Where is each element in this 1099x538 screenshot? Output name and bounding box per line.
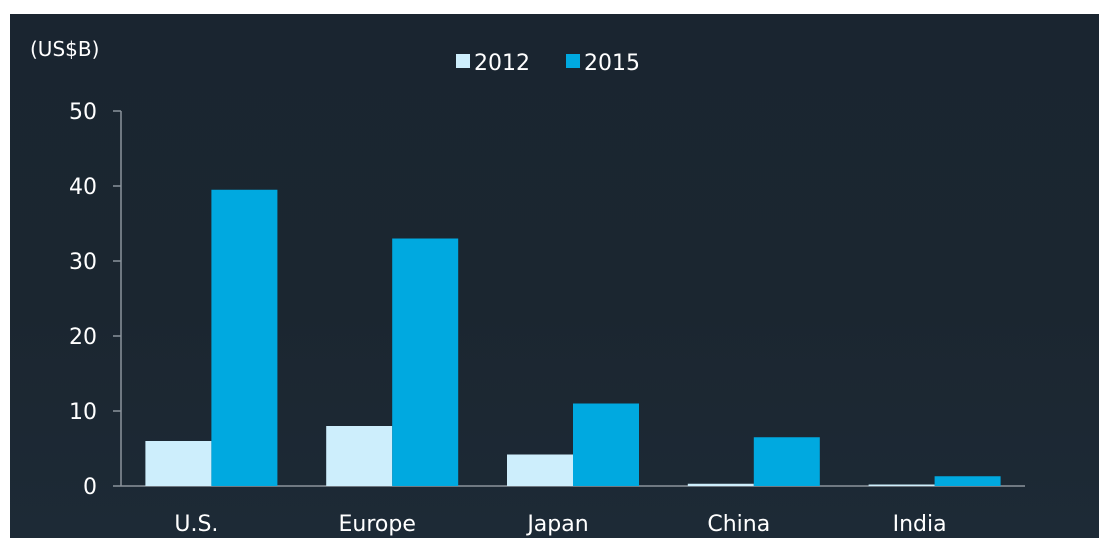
y-tick-label: 30 — [69, 250, 97, 275]
y-axis: 0 10 20 30 40 50 — [69, 100, 122, 500]
legend: 2012 2015 — [456, 51, 640, 76]
y-tick-label: 20 — [69, 325, 97, 350]
bar-india-2012 — [868, 484, 935, 486]
bar-japan-2012 — [507, 454, 573, 486]
bar-japan-2015 — [573, 403, 639, 486]
y-tick-label: 40 — [69, 175, 97, 200]
bar-china-2015 — [753, 437, 820, 486]
bar-india-2015 — [934, 476, 1001, 486]
y-tick-label: 10 — [69, 400, 97, 425]
legend-label-2012: 2012 — [474, 51, 530, 76]
x-category-label: Europe — [339, 512, 416, 537]
bar-china-2012 — [687, 483, 754, 486]
y-unit-label: (US$B) — [30, 37, 99, 61]
bar-europe-2012 — [326, 426, 393, 486]
bar-us-2015 — [211, 189, 278, 486]
x-category-label: China — [707, 512, 770, 537]
y-tick-label: 50 — [69, 100, 97, 125]
x-category-label: Japan — [525, 512, 588, 537]
legend-swatch-2012 — [456, 54, 470, 68]
x-category-label: India — [893, 512, 947, 537]
category-labels: U.S. Europe Japan China India — [174, 512, 946, 537]
legend-swatch-2015 — [566, 54, 580, 68]
bar-us-2012 — [145, 441, 212, 486]
bar-europe-2015 — [392, 238, 459, 486]
legend-label-2015: 2015 — [584, 51, 640, 76]
y-tick-label: 0 — [83, 475, 97, 500]
x-category-label: U.S. — [174, 512, 218, 537]
bars — [145, 189, 1001, 486]
